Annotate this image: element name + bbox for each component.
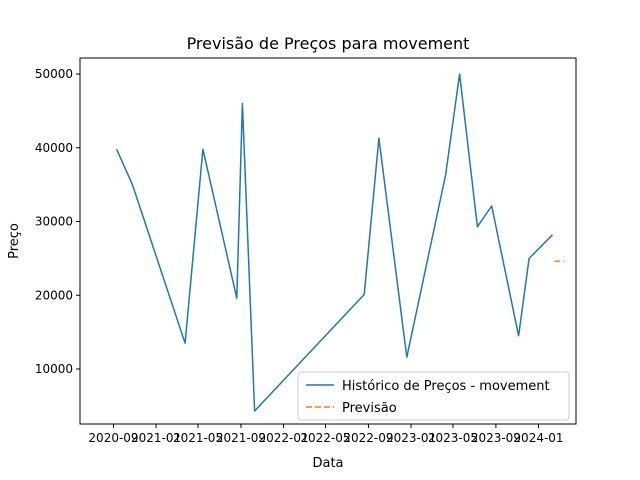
y-tick-label: 40000: [35, 141, 73, 155]
series-layer: [115, 73, 565, 412]
legend-label-historico: Histórico de Preços - movement: [342, 379, 550, 394]
x-axis-label: Data: [312, 456, 343, 471]
y-axis-label: Preço: [7, 223, 22, 259]
y-tick-label: 50000: [35, 67, 73, 81]
x-tick-label: 2021-05: [173, 431, 223, 445]
x-tick-label: 2020-09: [88, 431, 138, 445]
series-line-historico: [115, 73, 554, 412]
x-tick-label: 2023-09: [471, 431, 521, 445]
legend-box: [297, 371, 570, 421]
y-tick-label: 20000: [35, 288, 73, 302]
x-tick-label: 2021-01: [131, 431, 181, 445]
x-tick-label: 2022-01: [258, 431, 308, 445]
legend-label-previsao: Previsão: [342, 401, 397, 416]
x-axis: 2020-092021-012021-052021-092022-012022-…: [88, 424, 564, 445]
x-tick-label: 2024-01: [513, 431, 563, 445]
x-tick-label: 2022-09: [343, 431, 393, 445]
chart-title: Previsão de Preços para movement: [187, 34, 470, 53]
x-tick-label: 2023-05: [428, 431, 478, 445]
x-tick-label: 2023-01: [386, 431, 436, 445]
y-axis: 10000 20000 30000 40000 50000: [35, 67, 80, 376]
x-tick-label: 2022-05: [300, 431, 350, 445]
y-tick-label: 30000: [35, 215, 73, 229]
legend: Histórico de Preços - movement Previsão: [297, 371, 570, 421]
plot-frame: [79, 57, 577, 425]
y-tick-label: 10000: [35, 362, 73, 376]
x-tick-label: 2021-09: [216, 431, 266, 445]
